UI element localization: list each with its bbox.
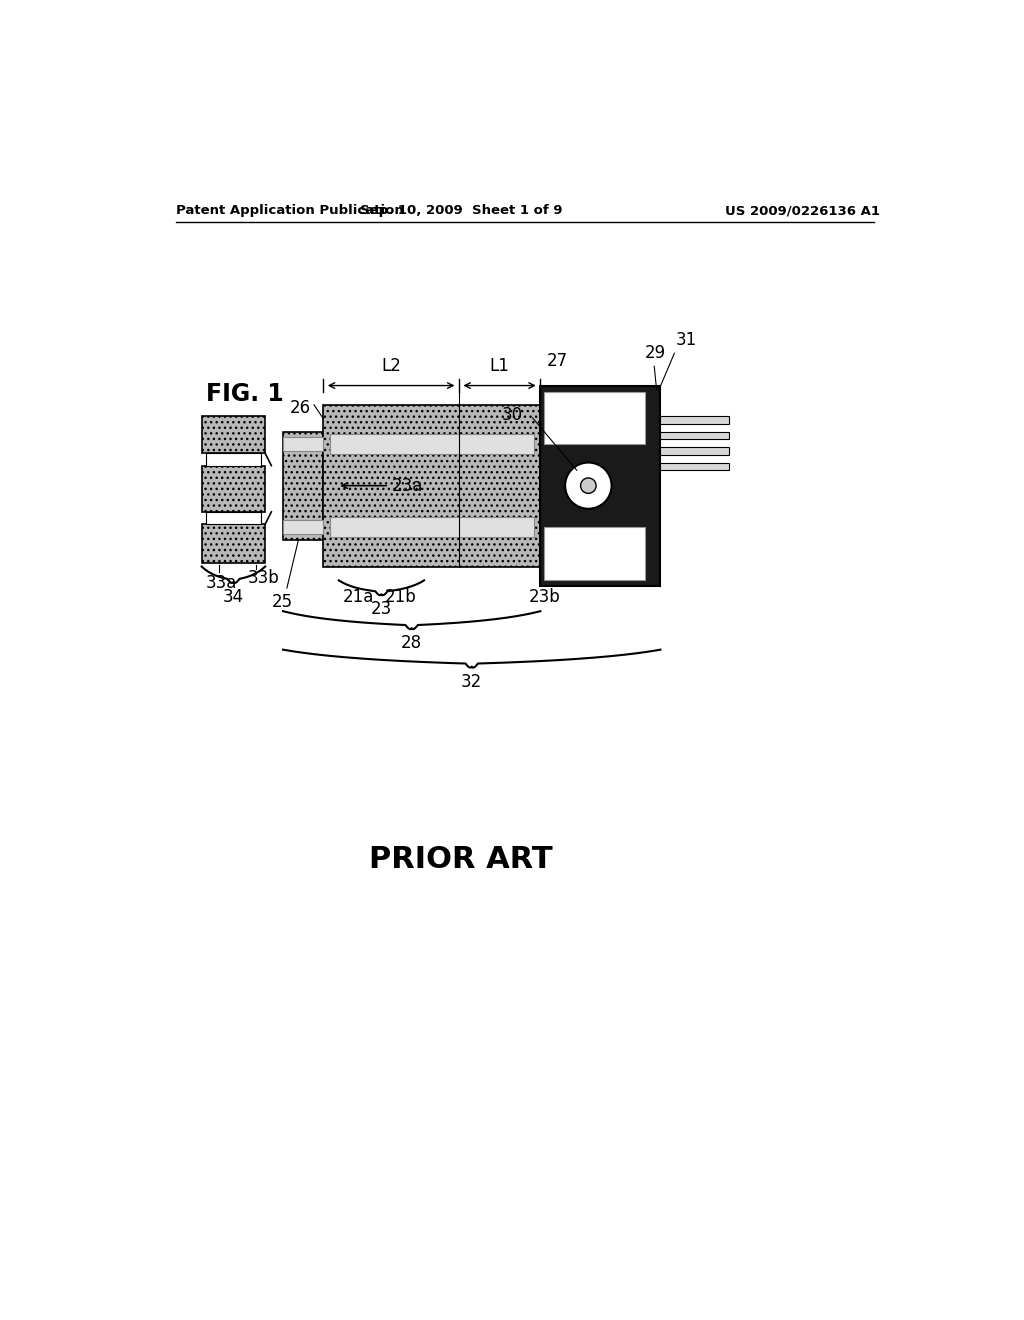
Text: 33a: 33a: [206, 574, 237, 593]
Text: 21b: 21b: [385, 589, 417, 606]
Text: 29: 29: [645, 345, 666, 363]
Circle shape: [581, 478, 596, 494]
Text: 26: 26: [290, 400, 311, 417]
Bar: [324, 405, 541, 566]
Bar: [330, 434, 535, 454]
Bar: [660, 462, 729, 470]
Bar: [206, 512, 260, 524]
Text: 33b: 33b: [248, 569, 280, 587]
Bar: [202, 466, 265, 512]
Text: Patent Application Publication: Patent Application Publication: [176, 205, 403, 218]
Bar: [202, 416, 265, 453]
Bar: [330, 517, 535, 537]
Text: Sep. 10, 2009  Sheet 1 of 9: Sep. 10, 2009 Sheet 1 of 9: [360, 205, 562, 218]
Text: 30: 30: [502, 405, 523, 424]
Bar: [660, 432, 729, 440]
Bar: [544, 527, 645, 579]
Bar: [283, 432, 324, 540]
Text: 32: 32: [461, 673, 482, 690]
Text: L1: L1: [489, 356, 510, 375]
Bar: [660, 447, 729, 455]
Bar: [202, 524, 265, 562]
Text: US 2009/0226136 A1: US 2009/0226136 A1: [725, 205, 880, 218]
Text: 28: 28: [401, 635, 422, 652]
Text: 34: 34: [223, 589, 244, 606]
Text: 25: 25: [271, 594, 293, 611]
Text: 27: 27: [547, 352, 567, 370]
Text: 23b: 23b: [528, 589, 560, 606]
Text: 23a: 23a: [391, 477, 423, 495]
Text: L2: L2: [381, 356, 401, 375]
Text: 21a: 21a: [342, 589, 374, 606]
Bar: [660, 416, 729, 424]
Bar: [206, 453, 260, 466]
Text: 31: 31: [676, 330, 697, 348]
Circle shape: [565, 462, 611, 508]
Text: 23: 23: [371, 601, 392, 618]
Text: PRIOR ART: PRIOR ART: [370, 845, 553, 874]
Bar: [283, 520, 324, 535]
Bar: [283, 437, 324, 451]
Bar: [541, 385, 660, 586]
Bar: [544, 392, 645, 444]
Text: FIG. 1: FIG. 1: [206, 381, 284, 405]
